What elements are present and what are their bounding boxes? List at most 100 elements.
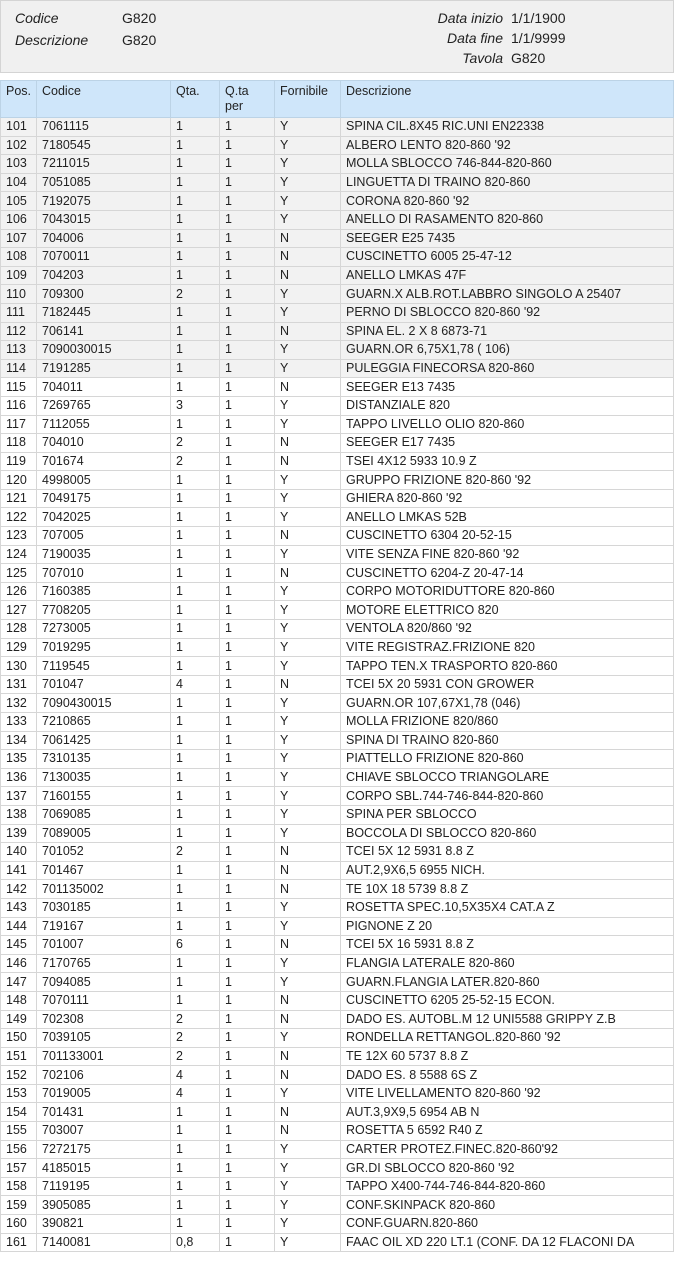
table-row[interactable]: 101 7061115 1 1 Y SPINA CIL.8X45 RIC.UNI EN22… [0,117,674,137]
table-row[interactable]: 111 7182445 1 1 Y PERNO DI SBLOCCO 820-860 '9… [0,302,674,323]
cell-qta: 1 [170,712,220,732]
table-row[interactable]: 105 7192075 1 1 Y CORONA 820-860 '92 [0,191,674,211]
table-row[interactable]: 146 7170765 1 1 Y FLANGIA LATERALE 820-860 [0,953,674,974]
cell-pos: 156 [0,1139,37,1160]
table-row[interactable]: 156 7272175 1 1 Y CARTER PROTEZ.FINEC.820-860… [0,1139,674,1160]
table-row[interactable]: 157 4185015 1 1 Y GR.DI SBLOCCO 820-860 '92 [0,1158,674,1178]
table-row[interactable]: 129 7019295 1 1 Y VITE REGISTRAZ.FRIZIONE 820 [0,637,674,658]
table-row[interactable]: 120 4998005 1 1 Y GRUPPO FRIZIONE 820-860 '92 [0,470,674,490]
cell-qta: 1 [170,228,220,249]
cell-qta-per: 1 [219,433,275,453]
table-row[interactable]: 152 702106 4 1 N DADO ES. 8 5588 6S Z [0,1065,674,1085]
cell-codice: 7192075 [36,191,171,211]
column-header-qta-per[interactable]: Q.ta per [219,80,275,118]
table-row[interactable]: 161 7140081 0,8 1 Y FAAC OIL XD 220 LT.1 (CON… [0,1232,674,1253]
cell-qta-per: 1 [219,1139,275,1160]
table-row[interactable]: 149 702308 2 1 N DADO ES. AUTOBL.M 12 UNI5588… [0,1009,674,1030]
cell-fornibile: Y [274,340,341,360]
table-row[interactable]: 117 7112055 1 1 Y TAPPO LIVELLO OLIO 820-860 [0,414,674,435]
table-row[interactable]: 116 7269765 3 1 Y DISTANZIALE 820 [0,395,674,416]
table-row[interactable]: 130 7119545 1 1 Y TAPPO TEN.X TRASPORTO 820-8… [0,656,674,676]
table-row[interactable]: 154 701431 1 1 N AUT.3,9X9,5 6954 AB N [0,1102,674,1123]
cell-codice: 701135002 [36,879,171,899]
table-row[interactable]: 144 719167 1 1 Y PIGNONE Z 20 [0,916,674,937]
table-row[interactable]: 158 7119195 1 1 Y TAPPO X400-744-746-844-820-… [0,1176,674,1197]
cell-qta: 1 [170,804,220,825]
table-row[interactable]: 145 701007 6 1 N TCEI 5X 16 5931 8.8 Z [0,935,674,955]
table-row[interactable]: 108 7070011 1 1 N CUSCINETTO 6005 25-47-12 [0,247,674,267]
table-row[interactable]: 118 704010 2 1 N SEEGER E17 7435 [0,433,674,453]
table-row[interactable]: 123 707005 1 1 N CUSCINETTO 6304 20-52-15 [0,526,674,546]
column-header-fornibile[interactable]: Fornibile [274,80,341,118]
column-header-descrizione[interactable]: Descrizione [340,80,674,118]
cell-codice: 7019005 [36,1083,171,1104]
table-row[interactable]: 106 7043015 1 1 Y ANELLO DI RASAMENTO 820-860 [0,209,674,230]
table-row[interactable]: 151 701133001 2 1 N TE 12X 60 5737 8.8 Z [0,1046,674,1067]
cell-pos: 130 [0,656,37,676]
table-row[interactable]: 121 7049175 1 1 Y GHIERA 820-860 '92 [0,488,674,509]
table-row[interactable]: 159 3905085 1 1 Y CONF.SKINPACK 820-860 [0,1195,674,1216]
table-row[interactable]: 148 7070111 1 1 N CUSCINETTO 6205 25-52-15 EC… [0,990,674,1011]
table-row[interactable]: 104 7051085 1 1 Y LINGUETTA DI TRAINO 820-860 [0,172,674,193]
cell-qta: 1 [170,544,220,565]
cell-fornibile: Y [274,953,341,974]
table-row[interactable]: 133 7210865 1 1 Y MOLLA FRIZIONE 820/860 [0,712,674,732]
table-row[interactable]: 155 703007 1 1 N ROSETTA 5 6592 R40 Z [0,1121,674,1141]
table-row[interactable]: 153 7019005 4 1 Y VITE LIVELLAMENTO 820-860 '… [0,1083,674,1104]
table-row[interactable]: 114 7191285 1 1 Y PULEGGIA FINECORSA 820-860 [0,358,674,379]
cell-codice: 704203 [36,265,171,286]
table-row[interactable]: 110 709300 2 1 Y GUARN.X ALB.ROT.LABBRO SINGO… [0,284,674,304]
table-row[interactable]: 127 7708205 1 1 Y MOTORE ELETTRICO 820 [0,600,674,621]
cell-pos: 122 [0,507,37,528]
table-row[interactable]: 142 701135002 1 1 N TE 10X 18 5739 8.8 Z [0,879,674,899]
table-row[interactable]: 131 701047 4 1 N TCEI 5X 20 5931 CON GROWER [0,674,674,695]
cell-pos: 108 [0,247,37,267]
table-row[interactable]: 139 7089005 1 1 Y BOCCOLA DI SBLOCCO 820-860 [0,823,674,844]
table-row[interactable]: 141 701467 1 1 N AUT.2,9X6,5 6955 NICH. [0,860,674,881]
cell-codice: 7042025 [36,507,171,528]
table-row[interactable]: 107 704006 1 1 N SEEGER E25 7435 [0,228,674,249]
table-row[interactable]: 115 704011 1 1 N SEEGER E13 7435 [0,377,674,397]
table-row[interactable]: 135 7310135 1 1 Y PIATTELLO FRIZIONE 820-860 [0,749,674,769]
table-row[interactable]: 138 7069085 1 1 Y SPINA PER SBLOCCO [0,804,674,825]
table-row[interactable]: 112 706141 1 1 N SPINA EL. 2 X 8 6873-71 [0,321,674,342]
table-row[interactable]: 132 7090430015 1 1 Y GUARN.OR 107,67X1,78 (04… [0,693,674,713]
table-row[interactable]: 137 7160155 1 1 Y CORPO SBL.744-746-844-820-8… [0,786,674,806]
column-header-qta[interactable]: Qta. [170,80,220,118]
cell-pos: 155 [0,1121,37,1141]
table-row[interactable]: 124 7190035 1 1 Y VITE SENZA FINE 820-860 '92 [0,544,674,565]
table-row[interactable]: 136 7130035 1 1 Y CHIAVE SBLOCCO TRIANGOLARE [0,767,674,788]
cell-qta: 1 [170,600,220,621]
cell-codice: 7061425 [36,730,171,751]
cell-codice: 701431 [36,1102,171,1123]
table-row[interactable]: 102 7180545 1 1 Y ALBERO LENTO 820-860 '92 [0,135,674,156]
table-row[interactable]: 113 7090030015 1 1 Y GUARN.OR 6,75X1,78 ( 106… [0,340,674,360]
cell-qta: 0,8 [170,1232,220,1253]
table-row[interactable]: 122 7042025 1 1 Y ANELLO LMKAS 52B [0,507,674,528]
table-row[interactable]: 143 7030185 1 1 Y ROSETTA SPEC.10,5X35X4 CAT.… [0,897,674,918]
header-info-panel: Codice G820 Descrizione G820 Data inizio… [0,0,674,73]
table-row[interactable]: 126 7160385 1 1 Y CORPO MOTORIDUTTORE 820-860 [0,581,674,602]
table-row[interactable]: 109 704203 1 1 N ANELLO LMKAS 47F [0,265,674,286]
table-row[interactable]: 125 707010 1 1 N CUSCINETTO 6204-Z 20-47-14 [0,563,674,583]
table-row[interactable]: 103 7211015 1 1 Y MOLLA SBLOCCO 746-844-820-8… [0,154,674,174]
table-row[interactable]: 147 7094085 1 1 Y GUARN.FLANGIA LATER.820-860 [0,972,674,992]
column-header-codice[interactable]: Codice [36,80,171,118]
cell-qta-per: 1 [219,1065,275,1085]
cell-codice: 706141 [36,321,171,342]
cell-descrizione: ANELLO LMKAS 47F [340,265,674,286]
table-row[interactable]: 119 701674 2 1 N TSEI 4X12 5933 10.9 Z [0,451,674,472]
cell-qta-per: 1 [219,990,275,1011]
cell-pos: 116 [0,395,37,416]
cell-codice: 7160385 [36,581,171,602]
cell-codice: 7180545 [36,135,171,156]
table-row[interactable]: 140 701052 2 1 N TCEI 5X 12 5931 8.8 Z [0,842,674,862]
table-row[interactable]: 134 7061425 1 1 Y SPINA DI TRAINO 820-860 [0,730,674,751]
table-row[interactable]: 150 7039105 2 1 Y RONDELLA RETTANGOL.820-860 … [0,1028,674,1048]
column-header-pos[interactable]: Pos. [0,80,37,118]
cell-descrizione: GUARN.FLANGIA LATER.820-860 [340,972,674,992]
table-row[interactable]: 160 390821 1 1 Y CONF.GUARN.820-860 [0,1214,674,1234]
table-row[interactable]: 128 7273005 1 1 Y VENTOLA 820/860 '92 [0,619,674,639]
descrizione-value: G820 [122,32,157,48]
cell-pos: 110 [0,284,37,304]
